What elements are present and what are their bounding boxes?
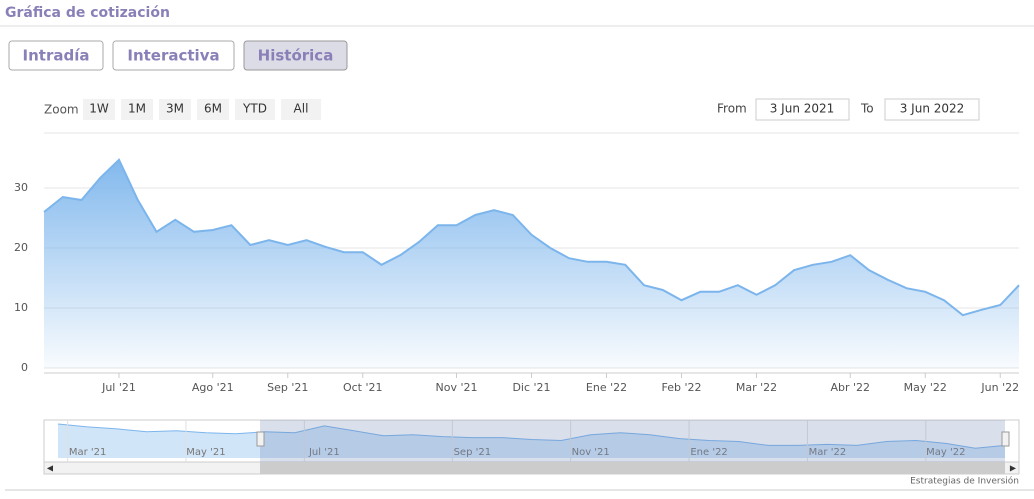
navigator-label: Jul '21 [308, 447, 340, 458]
tab-label[interactable]: Intradía [23, 47, 90, 65]
tab[interactable] [112, 40, 235, 71]
navigator-label: Ene '22 [690, 447, 727, 458]
y-tick-label: 10 [14, 301, 28, 314]
to-input[interactable] [884, 98, 980, 121]
x-tick-label: Jul '21 [101, 381, 136, 394]
navigator-handle[interactable] [1001, 431, 1010, 447]
zoom-button[interactable] [235, 99, 275, 120]
zoom-button-label[interactable]: 1W [89, 102, 109, 116]
y-tick-label: 0 [21, 361, 28, 374]
navigator-label: May '21 [186, 447, 225, 458]
credit: Estrategias de Inversión [910, 476, 1019, 487]
navigator-area [58, 424, 1005, 458]
zoom-button-label[interactable]: 1M [128, 102, 146, 116]
y-tick-label: 30 [14, 181, 28, 194]
navigator-label: Mar '21 [69, 447, 107, 458]
scroll-right[interactable]: ▶ [1010, 464, 1017, 473]
from-value[interactable]: 3 Jun 2021 [770, 102, 835, 116]
from-input[interactable] [755, 98, 850, 121]
x-tick-label: Jun '22 [980, 381, 1019, 394]
zoom-button-label[interactable]: 6M [204, 102, 222, 116]
area-line [43, 158, 1020, 317]
tab[interactable] [8, 40, 104, 71]
x-tick-label: May '22 [904, 381, 947, 394]
zoom-button[interactable] [197, 99, 229, 120]
from-label: From [717, 102, 747, 116]
zoom-label: Zoom [44, 103, 79, 117]
x-tick-label: Ago '21 [192, 381, 234, 394]
zoom-button-label[interactable]: 3M [166, 102, 184, 116]
navigator-line [57, 423, 1006, 449]
tab[interactable] [243, 40, 348, 71]
scrollbar-thumb[interactable] [260, 462, 1005, 474]
navigator-mask [260, 420, 1005, 462]
x-tick-label: Sep '21 [267, 381, 308, 394]
navigator-label: Mar '22 [809, 447, 847, 458]
zoom-button[interactable] [83, 99, 115, 120]
header-title: Gráfica de cotización [5, 5, 170, 21]
tab-label[interactable]: Histórica [258, 47, 334, 65]
x-tick-label: Nov '21 [436, 381, 478, 394]
navigator-label: Nov '21 [572, 447, 610, 458]
zoom-button-label[interactable]: YTD [242, 102, 267, 116]
to-label: To [860, 102, 874, 116]
zoom-button[interactable] [121, 99, 153, 120]
navigator-label: May '22 [926, 447, 965, 458]
navigator-handle[interactable] [256, 431, 265, 447]
to-value[interactable]: 3 Jun 2022 [900, 102, 965, 116]
x-tick-label: Oct '21 [343, 381, 383, 394]
x-tick-label: Ene '22 [586, 381, 627, 394]
zoom-button[interactable] [159, 99, 191, 120]
zoom-button-label[interactable]: All [294, 102, 309, 116]
zoom-button[interactable] [281, 99, 321, 120]
x-tick-label: Abr '22 [830, 381, 870, 394]
navigator-label: Sep '21 [454, 447, 492, 458]
scroll-left[interactable]: ◀ [47, 464, 54, 473]
x-tick-label: Feb '22 [662, 381, 702, 394]
tab-label[interactable]: Interactiva [127, 47, 219, 65]
x-tick-label: Mar '22 [736, 381, 777, 394]
x-tick-label: Dic '21 [512, 381, 550, 394]
y-tick-label: 20 [14, 241, 28, 254]
area-fill [44, 159, 1019, 368]
